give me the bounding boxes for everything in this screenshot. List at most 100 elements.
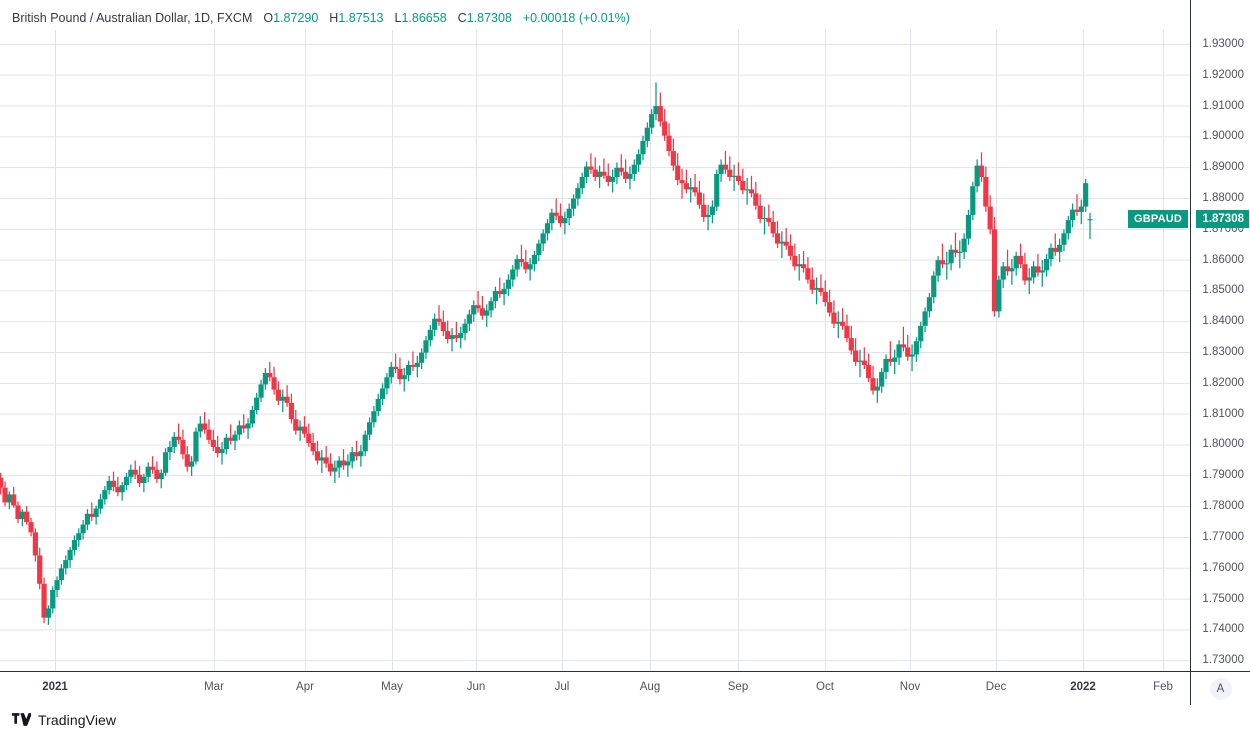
- candle-body: [935, 260, 941, 276]
- candle-body: [631, 164, 637, 174]
- candle-body: [80, 524, 86, 534]
- candle-body: [1065, 220, 1071, 234]
- candle-body: [32, 532, 38, 556]
- candle-body: [896, 344, 902, 358]
- candle-body: [596, 171, 603, 177]
- price-tick-label: 1.74000: [1202, 623, 1244, 636]
- candle-body: [1074, 209, 1080, 212]
- candle-body: [345, 461, 351, 466]
- candle-body: [1022, 264, 1028, 281]
- candle-body: [423, 340, 429, 353]
- candle-body: [779, 241, 785, 244]
- candle-body: [835, 321, 841, 324]
- legend-close: C1.87308: [457, 11, 512, 25]
- candle-body: [158, 472, 164, 480]
- candle-body: [319, 457, 325, 461]
- candle-body: [15, 505, 21, 520]
- candle-body: [353, 452, 360, 457]
- candle-body: [176, 436, 182, 440]
- candle-body: [540, 233, 546, 244]
- candle-body: [766, 217, 772, 222]
- candle-body: [314, 451, 321, 461]
- candle-body: [688, 187, 694, 190]
- candle-body: [349, 452, 355, 462]
- candle-body: [119, 485, 125, 493]
- candle-body: [753, 193, 759, 206]
- candle-body: [744, 189, 750, 191]
- candle-body: [1044, 258, 1050, 271]
- candle-body: [184, 454, 190, 467]
- time-tick-label: Apr: [296, 681, 314, 693]
- candle-body: [1013, 255, 1019, 269]
- candle-body: [171, 436, 177, 447]
- candle-body: [471, 305, 477, 315]
- candle-body: [1039, 270, 1045, 273]
- candle-body: [202, 423, 208, 430]
- candle-body: [853, 350, 859, 362]
- candle-body: [362, 434, 368, 452]
- candle-body: [570, 198, 577, 209]
- candle-body: [800, 264, 807, 269]
- candle-body: [818, 287, 824, 292]
- legend-high: H1.87513: [329, 11, 384, 25]
- price-tick-label: 1.73000: [1202, 654, 1244, 667]
- candle-body: [905, 347, 911, 357]
- candle-body: [132, 469, 138, 475]
- candle-body: [453, 335, 459, 339]
- candle-body: [900, 344, 906, 348]
- price-tick-label: 1.88000: [1202, 191, 1244, 204]
- candle-body: [462, 323, 468, 333]
- candle-body: [783, 241, 789, 246]
- price-tick-label: 1.86000: [1202, 253, 1244, 266]
- candle-body: [180, 439, 186, 455]
- price-tick-label: 1.85000: [1202, 284, 1244, 297]
- legend-symbol-title: British Pound / Australian Dollar, 1D, F…: [12, 11, 253, 25]
- candle-body: [683, 183, 689, 190]
- candle-body: [627, 173, 633, 179]
- candle-body: [388, 366, 394, 378]
- tradingview-wordmark: TradingView: [38, 711, 117, 728]
- candle-body: [978, 165, 985, 177]
- chart-pane[interactable]: [0, 30, 1190, 671]
- candle-body: [588, 166, 594, 170]
- candle-body: [727, 169, 733, 177]
- candle-body: [505, 279, 512, 289]
- candle-body: [657, 106, 663, 122]
- candle-body: [918, 325, 924, 342]
- price-tick-label: 1.91000: [1202, 99, 1244, 112]
- price-axis[interactable]: 1.87308 1.93000 1.92000 1.91000 1.90000 1.89…: [1190, 0, 1250, 671]
- price-tick-label: 1.90000: [1202, 130, 1244, 143]
- legend-open: O1.87290: [263, 11, 319, 25]
- candle-body: [1083, 183, 1089, 207]
- autoscale-button[interactable]: A: [1209, 677, 1232, 700]
- time-axis[interactable]: 2021 Mar Apr May Jun Jul Aug Sep Oct Nov Dec 2022 Fe…: [0, 671, 1190, 705]
- candle-body: [366, 422, 373, 435]
- candle-body: [792, 255, 798, 267]
- candle-body: [141, 476, 147, 484]
- candle-body: [970, 186, 976, 215]
- candle-body: [488, 301, 494, 311]
- candle-body: [913, 341, 919, 355]
- candle-body: [11, 494, 17, 506]
- candle-body: [84, 513, 91, 525]
- candle-body: [922, 311, 928, 326]
- candle-body: [926, 297, 933, 312]
- candle-body: [796, 264, 802, 267]
- candle-body: [432, 318, 438, 330]
- time-tick-label: Jun: [466, 681, 486, 693]
- candle-body: [484, 310, 490, 316]
- candle-body: [601, 171, 607, 176]
- candle-body: [414, 362, 420, 367]
- candle-body: [866, 364, 872, 379]
- candle-body: [731, 175, 737, 177]
- candle-body: [1030, 266, 1037, 278]
- time-tick-label: Feb: [1153, 681, 1173, 693]
- candle-body: [149, 466, 156, 470]
- candle-body: [379, 388, 386, 399]
- tradingview-logo[interactable]: TradingView: [12, 712, 116, 728]
- candle-body: [2, 487, 8, 503]
- candle-body: [406, 364, 412, 376]
- last-price-badge: 1.87308: [1196, 210, 1249, 229]
- time-tick-label: May: [381, 681, 403, 693]
- candlestick-series: [0, 82, 1093, 625]
